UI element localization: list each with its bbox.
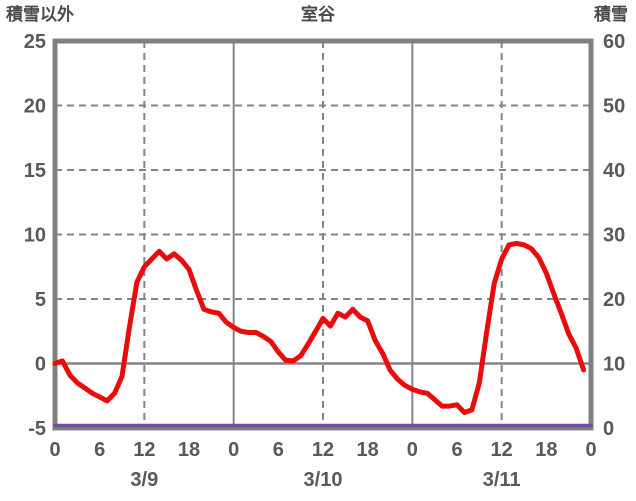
plot-border <box>52 38 594 431</box>
x-axis-tick-label: 6 <box>273 439 284 461</box>
date-label: 3/11 <box>483 469 521 491</box>
date-label: 3/9 <box>130 469 158 491</box>
x-axis-tick-label: 18 <box>535 439 557 461</box>
left-axis-title: 積雪以外 <box>6 5 74 24</box>
chart-title: 室谷 <box>301 5 335 24</box>
right-axis-tick-label: 0 <box>603 418 614 440</box>
temperature-line <box>52 241 587 415</box>
right-axis-tick-label: 30 <box>603 225 625 247</box>
left-axis-tick-label: -5 <box>28 418 46 440</box>
x-axis-tick-label: 0 <box>407 439 418 461</box>
right-axis-tick-label: 60 <box>603 31 625 53</box>
x-axis-tick-label: 18 <box>357 439 379 461</box>
right-axis-title: 積雪 <box>594 5 628 24</box>
right-axis-tick-label: 50 <box>603 96 625 118</box>
x-axis-tick-label: 0 <box>228 439 239 461</box>
right-axis-tick-label: 10 <box>603 354 625 376</box>
right-axis-tick-label: 20 <box>603 289 625 311</box>
x-axis-tick-label: 6 <box>451 439 462 461</box>
date-label: 3/10 <box>304 469 343 491</box>
x-axis-tick-label: 12 <box>312 439 334 461</box>
left-axis-tick-label: 0 <box>35 354 46 376</box>
x-axis-tick-label: 0 <box>585 439 596 461</box>
x-axis-tick-label: 0 <box>49 439 60 461</box>
left-axis-tick-label: 20 <box>24 96 46 118</box>
x-axis-tick-label: 12 <box>133 439 155 461</box>
right-axis-tick-label: 40 <box>603 160 625 182</box>
x-axis-tick-label: 6 <box>94 439 105 461</box>
left-axis-tick-label: 25 <box>24 31 46 53</box>
x-axis-tick-label: 12 <box>491 439 513 461</box>
left-axis-tick-label: 10 <box>24 225 46 247</box>
left-axis-tick-label: 15 <box>24 160 46 182</box>
x-axis-tick-label: 18 <box>178 439 200 461</box>
left-axis-tick-label: 5 <box>35 289 46 311</box>
